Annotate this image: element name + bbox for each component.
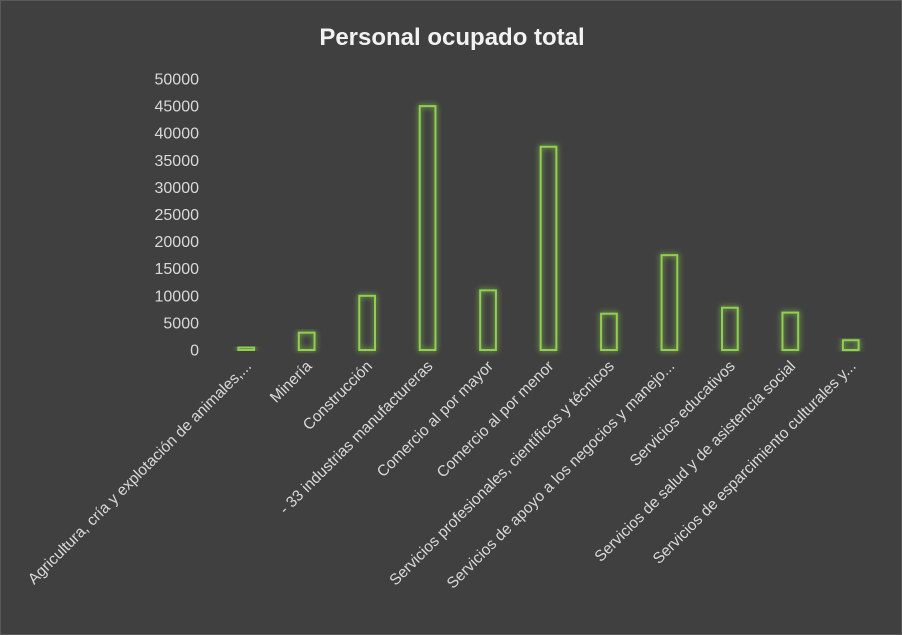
bars [237,105,860,352]
bar [297,331,316,352]
y-tick-label: 25000 [155,207,200,224]
bar [600,312,618,352]
y-tick-label: 40000 [155,126,200,143]
bar [721,306,739,351]
bar [841,339,860,351]
y-tick-label: 35000 [155,153,200,170]
bar [660,254,679,351]
y-tick-label: 0 [190,343,199,360]
y-tick-label: 45000 [155,99,200,116]
bar [358,294,376,351]
x-tick-label: Agricultura, cría y explotación de anima… [25,358,255,588]
bar [237,346,256,352]
y-axis: 0 5000 10000 15000 20000 25000 30000 35000 40000… [155,72,200,360]
y-tick-label: 50000 [155,72,200,89]
x-axis: Agricultura, cría y explotación de anima… [25,358,860,593]
x-tick-label: Servicios de apoyo a los negocios y mane… [444,358,678,592]
x-tick-label: Servicios educativos [627,358,739,470]
x-tick-label: Servicios profesionales, científicos y t… [386,358,617,589]
x-tick-label: Comercio al por mayor [374,358,497,481]
y-tick-label: 30000 [155,180,200,197]
y-tick-label: 20000 [155,234,200,251]
bar [781,311,800,351]
x-tick-label: Comercio al por menor [434,358,558,482]
y-tick-label: 5000 [163,315,199,332]
bar [479,289,497,352]
y-tick-label: 10000 [155,288,200,305]
y-tick-label: 15000 [155,261,200,278]
chart-title: Personal ocupado total [319,24,584,51]
x-tick-label: Minería [267,358,316,407]
bar [418,105,437,351]
bar [539,145,558,351]
